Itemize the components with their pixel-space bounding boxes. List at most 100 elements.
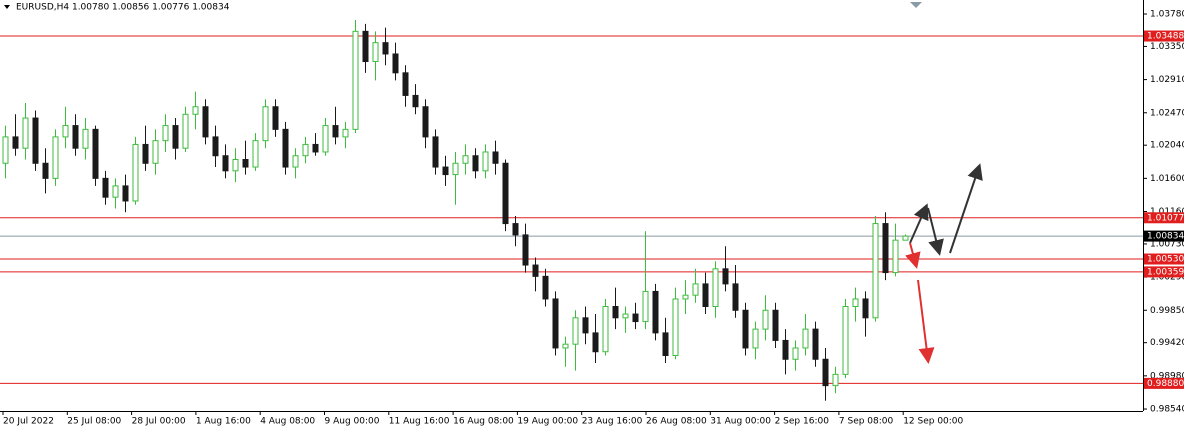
x-tick-label: 2 Sep 16:00 <box>775 417 830 427</box>
candle-body <box>762 309 769 330</box>
candle-body <box>42 162 49 179</box>
x-tick-label: 7 Sep 08:00 <box>839 417 894 427</box>
candle-body <box>172 125 179 149</box>
y-tick-label: 1.02470 <box>1150 108 1184 118</box>
candle-body <box>302 143 309 157</box>
candle-body <box>632 313 639 323</box>
y-tick-label: 1.01600 <box>1150 174 1184 184</box>
candle-body <box>662 332 669 356</box>
menu-triangle[interactable] <box>4 5 10 9</box>
candle-body <box>102 177 109 198</box>
x-tick-label: 4 Aug 08:00 <box>260 417 315 427</box>
candle-body <box>732 283 739 311</box>
candle-body <box>362 30 369 63</box>
candle-body <box>12 136 19 149</box>
marker-diamond <box>910 2 922 8</box>
level-label: 0.98880 <box>1147 379 1184 389</box>
candle-body <box>212 136 219 157</box>
candle-body <box>702 283 709 308</box>
candle-body <box>162 125 169 142</box>
candle-body <box>802 328 809 349</box>
annotations <box>905 163 983 364</box>
candle-body <box>772 309 779 341</box>
candle-body <box>562 343 569 349</box>
candle-body <box>262 106 269 142</box>
candle-body <box>902 235 909 241</box>
level-label: 1.00359 <box>1147 267 1184 277</box>
candle-body <box>852 298 859 308</box>
candle-body <box>82 128 89 149</box>
candle-body <box>122 185 129 202</box>
x-tick-label: 23 Aug 16:00 <box>582 417 643 427</box>
candle-body <box>832 373 839 387</box>
candle-body <box>112 185 119 198</box>
candle-body <box>522 234 529 266</box>
candle-body <box>672 298 679 356</box>
x-tick-label: 31 Aug 00:00 <box>710 417 771 427</box>
candle-body <box>372 42 379 63</box>
arrow <box>909 203 929 244</box>
candle-body <box>822 358 829 387</box>
candle-body <box>402 72 409 96</box>
candle-body <box>612 306 619 319</box>
x-tick-label: 12 Sep 00:00 <box>903 417 963 427</box>
y-tick-label: 1.02040 <box>1150 141 1184 151</box>
candle-body <box>502 162 509 225</box>
candle-body <box>352 30 359 130</box>
candle-body <box>52 136 59 179</box>
candle-body <box>152 140 159 164</box>
symbol-header: EURUSD,H4 1.00780 1.00856 1.00776 1.0083… <box>16 3 230 13</box>
candle-body <box>412 94 419 108</box>
candle-body <box>782 339 789 360</box>
candle-body <box>62 125 69 138</box>
candle-body <box>592 332 599 353</box>
current-price-box <box>1144 230 1184 242</box>
level-label: 1.00530 <box>1147 255 1184 265</box>
candle-body <box>812 328 819 360</box>
candle-body <box>492 151 499 164</box>
x-tick-label: 1 Aug 16:00 <box>196 417 251 427</box>
level-label-box <box>1144 377 1184 389</box>
candle-body <box>892 239 899 274</box>
candle-body <box>132 143 139 202</box>
candle-body <box>312 143 319 153</box>
level-label-box <box>1144 30 1184 42</box>
arrow <box>949 163 983 254</box>
candle-body <box>462 155 469 164</box>
candle-body <box>582 317 589 334</box>
level-label-box <box>1144 253 1184 265</box>
candle-body <box>482 151 489 172</box>
y-tick-label: 1.00730 <box>1150 239 1184 249</box>
candle-body <box>342 128 349 138</box>
candle-body <box>622 313 629 319</box>
candle-body <box>252 140 259 168</box>
y-tick-label: 0.98980 <box>1150 371 1184 381</box>
plot-area <box>0 20 1143 401</box>
candle-body <box>452 162 459 176</box>
candle-body <box>382 42 389 55</box>
candle-body <box>882 223 889 274</box>
x-tick-label: 9 Aug 00:00 <box>325 417 380 427</box>
arrow <box>917 279 935 364</box>
arrow <box>927 207 944 256</box>
x-tick-label: 16 Aug 08:00 <box>453 417 514 427</box>
y-tick-label: 1.00290 <box>1150 273 1184 283</box>
candle-body <box>202 106 209 138</box>
candle-body <box>712 268 719 308</box>
y-tick-label: 0.99850 <box>1150 306 1184 316</box>
current-price-label: 1.00834 <box>1147 232 1184 242</box>
y-tick-label: 0.98540 <box>1150 405 1184 415</box>
candle-body <box>32 117 39 164</box>
candle-body <box>722 268 729 285</box>
candle-body <box>72 125 79 149</box>
candle-body <box>292 155 299 168</box>
candle-body <box>642 290 649 323</box>
candle-body <box>192 106 199 115</box>
candle-body <box>472 155 479 172</box>
candle-body <box>322 125 329 153</box>
x-tick-label: 19 Aug 00:00 <box>517 417 578 427</box>
x-tick-label: 26 Aug 08:00 <box>646 417 707 427</box>
candle-body <box>422 106 429 138</box>
